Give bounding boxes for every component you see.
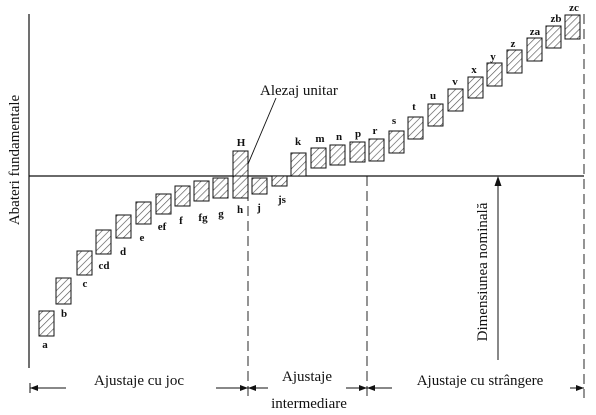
band-label-h: h [237,204,243,216]
hole-callout: Alezaj unitar [260,83,338,99]
band-p [349,141,366,163]
band-label-H: H [237,137,246,149]
region-label-clearance: Ajustaje cu joc [94,373,184,389]
band-label-ef: ef [158,221,167,233]
band-label-fg: fg [198,212,208,224]
region-label-transition-line2: intermediare [271,396,347,412]
band-c [76,250,93,276]
band-n [329,144,346,166]
band-u [427,103,444,127]
band-f [174,185,191,207]
band-ef [155,193,172,215]
band-label-f: f [179,215,183,227]
band-zb [545,25,562,49]
band-m [310,147,327,169]
band-label-c: c [83,278,88,290]
band-label-d: d [120,246,126,258]
band-label-s: s [392,115,397,127]
band-cd [95,229,112,255]
band-label-y: y [490,51,496,63]
band-label-p: p [355,128,361,140]
band-label-e: e [140,232,145,244]
band-j [251,177,268,195]
band-za [526,37,543,62]
band-z [506,49,523,74]
nominal-arrowhead [494,176,502,186]
band-x [467,76,484,99]
band-hole-H [232,150,249,177]
band-h [232,175,249,199]
band-label-za: za [530,26,541,38]
region-label-transition: Ajustaje [282,369,332,385]
band-b [55,277,72,305]
band-js [271,175,288,187]
band-e [135,201,152,225]
band-label-js: js [277,194,287,206]
band-d [115,214,132,239]
band-label-t: t [412,101,416,113]
band-a [38,310,55,337]
band-label-zb: zb [551,13,562,25]
band-label-m: m [315,133,324,145]
band-label-v: v [452,76,458,88]
band-label-n: n [336,131,342,143]
band-v [447,88,464,112]
band-label-b: b [61,308,67,320]
band-label-a: a [42,339,48,351]
band-y [486,62,503,87]
band-label-x: x [471,64,477,76]
region-label-interference: Ajustaje cu strângere [417,373,544,389]
band-label-j: j [256,202,261,214]
band-fg [193,180,210,202]
band-zc [564,14,581,40]
band-r [368,138,385,162]
band-label-cd: cd [99,260,110,272]
band-label-u: u [430,90,436,102]
band-g [212,177,229,199]
band-k [290,152,307,177]
band-s [388,130,405,154]
band-label-r: r [373,125,378,137]
nominal-dimension-label: Dimensiunea nominală [475,202,491,341]
band-label-k: k [295,136,302,148]
band-label-z: z [511,38,516,50]
band-t [407,116,424,140]
band-label-zc: zc [569,2,579,14]
y-axis-label: Abateri fundamentale [7,94,23,225]
band-label-g: g [218,208,224,220]
